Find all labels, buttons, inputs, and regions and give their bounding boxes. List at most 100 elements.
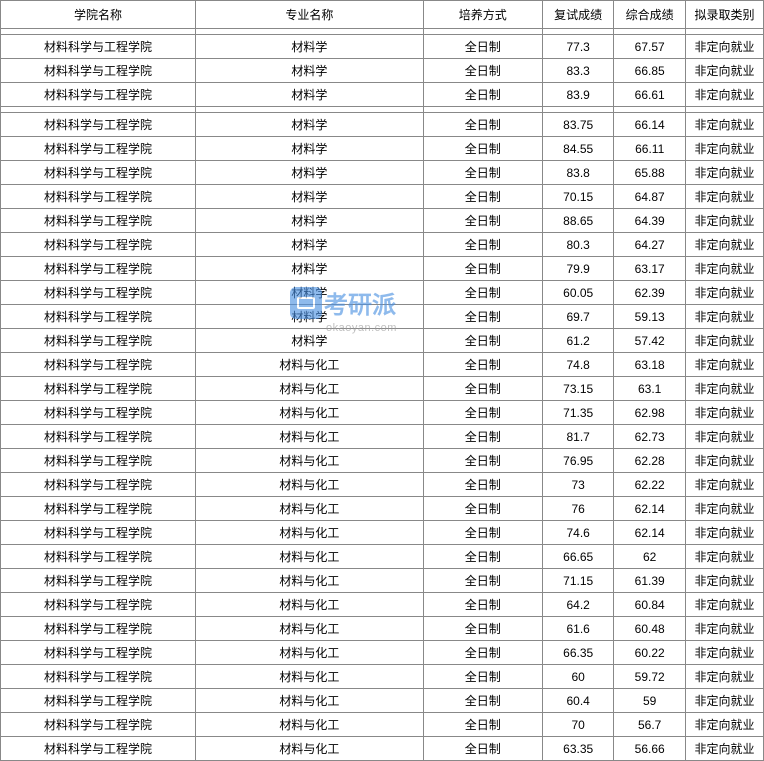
cell-category: 非定向就业 [685, 233, 763, 257]
cell-school: 材料科学与工程学院 [1, 137, 196, 161]
table-row: 材料科学与工程学院材料学全日制60.0562.39非定向就业 [1, 281, 764, 305]
table-row: 材料科学与工程学院材料学全日制79.963.17非定向就业 [1, 257, 764, 281]
cell-school: 材料科学与工程学院 [1, 401, 196, 425]
table-row: 材料科学与工程学院材料与化工全日制76.9562.28非定向就业 [1, 449, 764, 473]
table-row: 材料科学与工程学院材料学全日制70.1564.87非定向就业 [1, 185, 764, 209]
cell-score2: 62.98 [614, 401, 686, 425]
cell-major: 材料与化工 [196, 353, 424, 377]
cell-score1: 73 [542, 473, 614, 497]
cell-school: 材料科学与工程学院 [1, 377, 196, 401]
cell-major: 材料与化工 [196, 497, 424, 521]
table-row: 材料科学与工程学院材料与化工全日制81.762.73非定向就业 [1, 425, 764, 449]
cell-score1: 83.75 [542, 113, 614, 137]
cell-category: 非定向就业 [685, 257, 763, 281]
cell-score2: 66.85 [614, 59, 686, 83]
cell-major: 材料学 [196, 137, 424, 161]
cell-score1: 83.3 [542, 59, 614, 83]
cell-major: 材料学 [196, 161, 424, 185]
cell-mode: 全日制 [423, 209, 542, 233]
cell-score1: 77.3 [542, 35, 614, 59]
cell-score2: 62.14 [614, 521, 686, 545]
cell-score2: 65.88 [614, 161, 686, 185]
cell-school: 材料科学与工程学院 [1, 233, 196, 257]
cell-major: 材料与化工 [196, 521, 424, 545]
cell-score1: 81.7 [542, 425, 614, 449]
cell-score1: 84.55 [542, 137, 614, 161]
cell-category: 非定向就业 [685, 545, 763, 569]
cell-major: 材料学 [196, 113, 424, 137]
cell-score1: 60.05 [542, 281, 614, 305]
cell-score1: 76.95 [542, 449, 614, 473]
header-school: 学院名称 [1, 1, 196, 29]
table-row: 材料科学与工程学院材料学全日制83.865.88非定向就业 [1, 161, 764, 185]
table-row: 材料科学与工程学院材料与化工全日制73.1563.1非定向就业 [1, 377, 764, 401]
cell-score1: 71.15 [542, 569, 614, 593]
cell-mode: 全日制 [423, 257, 542, 281]
cell-school: 材料科学与工程学院 [1, 593, 196, 617]
table-row: 材料科学与工程学院材料与化工全日制7362.22非定向就业 [1, 473, 764, 497]
cell-school: 材料科学与工程学院 [1, 473, 196, 497]
cell-score1: 76 [542, 497, 614, 521]
cell-school: 材料科学与工程学院 [1, 83, 196, 107]
cell-score2: 67.57 [614, 35, 686, 59]
cell-mode: 全日制 [423, 329, 542, 353]
cell-category: 非定向就业 [685, 641, 763, 665]
cell-major: 材料学 [196, 257, 424, 281]
cell-category: 非定向就业 [685, 353, 763, 377]
cell-score2: 64.39 [614, 209, 686, 233]
cell-mode: 全日制 [423, 401, 542, 425]
cell-mode: 全日制 [423, 449, 542, 473]
cell-mode: 全日制 [423, 473, 542, 497]
cell-major: 材料与化工 [196, 377, 424, 401]
cell-mode: 全日制 [423, 281, 542, 305]
cell-score1: 61.2 [542, 329, 614, 353]
cell-category: 非定向就业 [685, 185, 763, 209]
table-row: 材料科学与工程学院材料与化工全日制60.459非定向就业 [1, 689, 764, 713]
cell-school: 材料科学与工程学院 [1, 353, 196, 377]
cell-score1: 70.15 [542, 185, 614, 209]
cell-score2: 63.17 [614, 257, 686, 281]
cell-score2: 62 [614, 545, 686, 569]
cell-score1: 63.35 [542, 737, 614, 761]
cell-category: 非定向就业 [685, 521, 763, 545]
cell-mode: 全日制 [423, 425, 542, 449]
cell-score2: 56.7 [614, 713, 686, 737]
cell-score1: 88.65 [542, 209, 614, 233]
cell-score2: 62.22 [614, 473, 686, 497]
cell-score2: 64.87 [614, 185, 686, 209]
cell-major: 材料与化工 [196, 617, 424, 641]
cell-school: 材料科学与工程学院 [1, 59, 196, 83]
header-score2: 综合成绩 [614, 1, 686, 29]
cell-score2: 62.73 [614, 425, 686, 449]
table-row: 材料科学与工程学院材料学全日制61.257.42非定向就业 [1, 329, 764, 353]
table-row: 材料科学与工程学院材料与化工全日制74.863.18非定向就业 [1, 353, 764, 377]
table-row: 材料科学与工程学院材料学全日制77.367.57非定向就业 [1, 35, 764, 59]
table-row: 材料科学与工程学院材料学全日制83.7566.14非定向就业 [1, 113, 764, 137]
cell-score1: 71.35 [542, 401, 614, 425]
cell-score2: 59.13 [614, 305, 686, 329]
cell-category: 非定向就业 [685, 449, 763, 473]
cell-major: 材料学 [196, 83, 424, 107]
table-row: 材料科学与工程学院材料与化工全日制74.662.14非定向就业 [1, 521, 764, 545]
table-row: 材料科学与工程学院材料与化工全日制7662.14非定向就业 [1, 497, 764, 521]
cell-school: 材料科学与工程学院 [1, 521, 196, 545]
cell-major: 材料学 [196, 305, 424, 329]
cell-school: 材料科学与工程学院 [1, 569, 196, 593]
cell-score1: 83.9 [542, 83, 614, 107]
cell-mode: 全日制 [423, 161, 542, 185]
cell-category: 非定向就业 [685, 497, 763, 521]
cell-score2: 63.1 [614, 377, 686, 401]
cell-mode: 全日制 [423, 569, 542, 593]
table-row: 材料科学与工程学院材料与化工全日制64.260.84非定向就业 [1, 593, 764, 617]
cell-score2: 66.14 [614, 113, 686, 137]
cell-mode: 全日制 [423, 137, 542, 161]
cell-major: 材料学 [196, 185, 424, 209]
cell-category: 非定向就业 [685, 305, 763, 329]
cell-school: 材料科学与工程学院 [1, 545, 196, 569]
table-body: 材料科学与工程学院材料学全日制77.367.57非定向就业材料科学与工程学院材料… [1, 29, 764, 761]
cell-category: 非定向就业 [685, 401, 763, 425]
cell-score2: 66.61 [614, 83, 686, 107]
cell-score2: 59.72 [614, 665, 686, 689]
cell-mode: 全日制 [423, 689, 542, 713]
cell-major: 材料与化工 [196, 689, 424, 713]
